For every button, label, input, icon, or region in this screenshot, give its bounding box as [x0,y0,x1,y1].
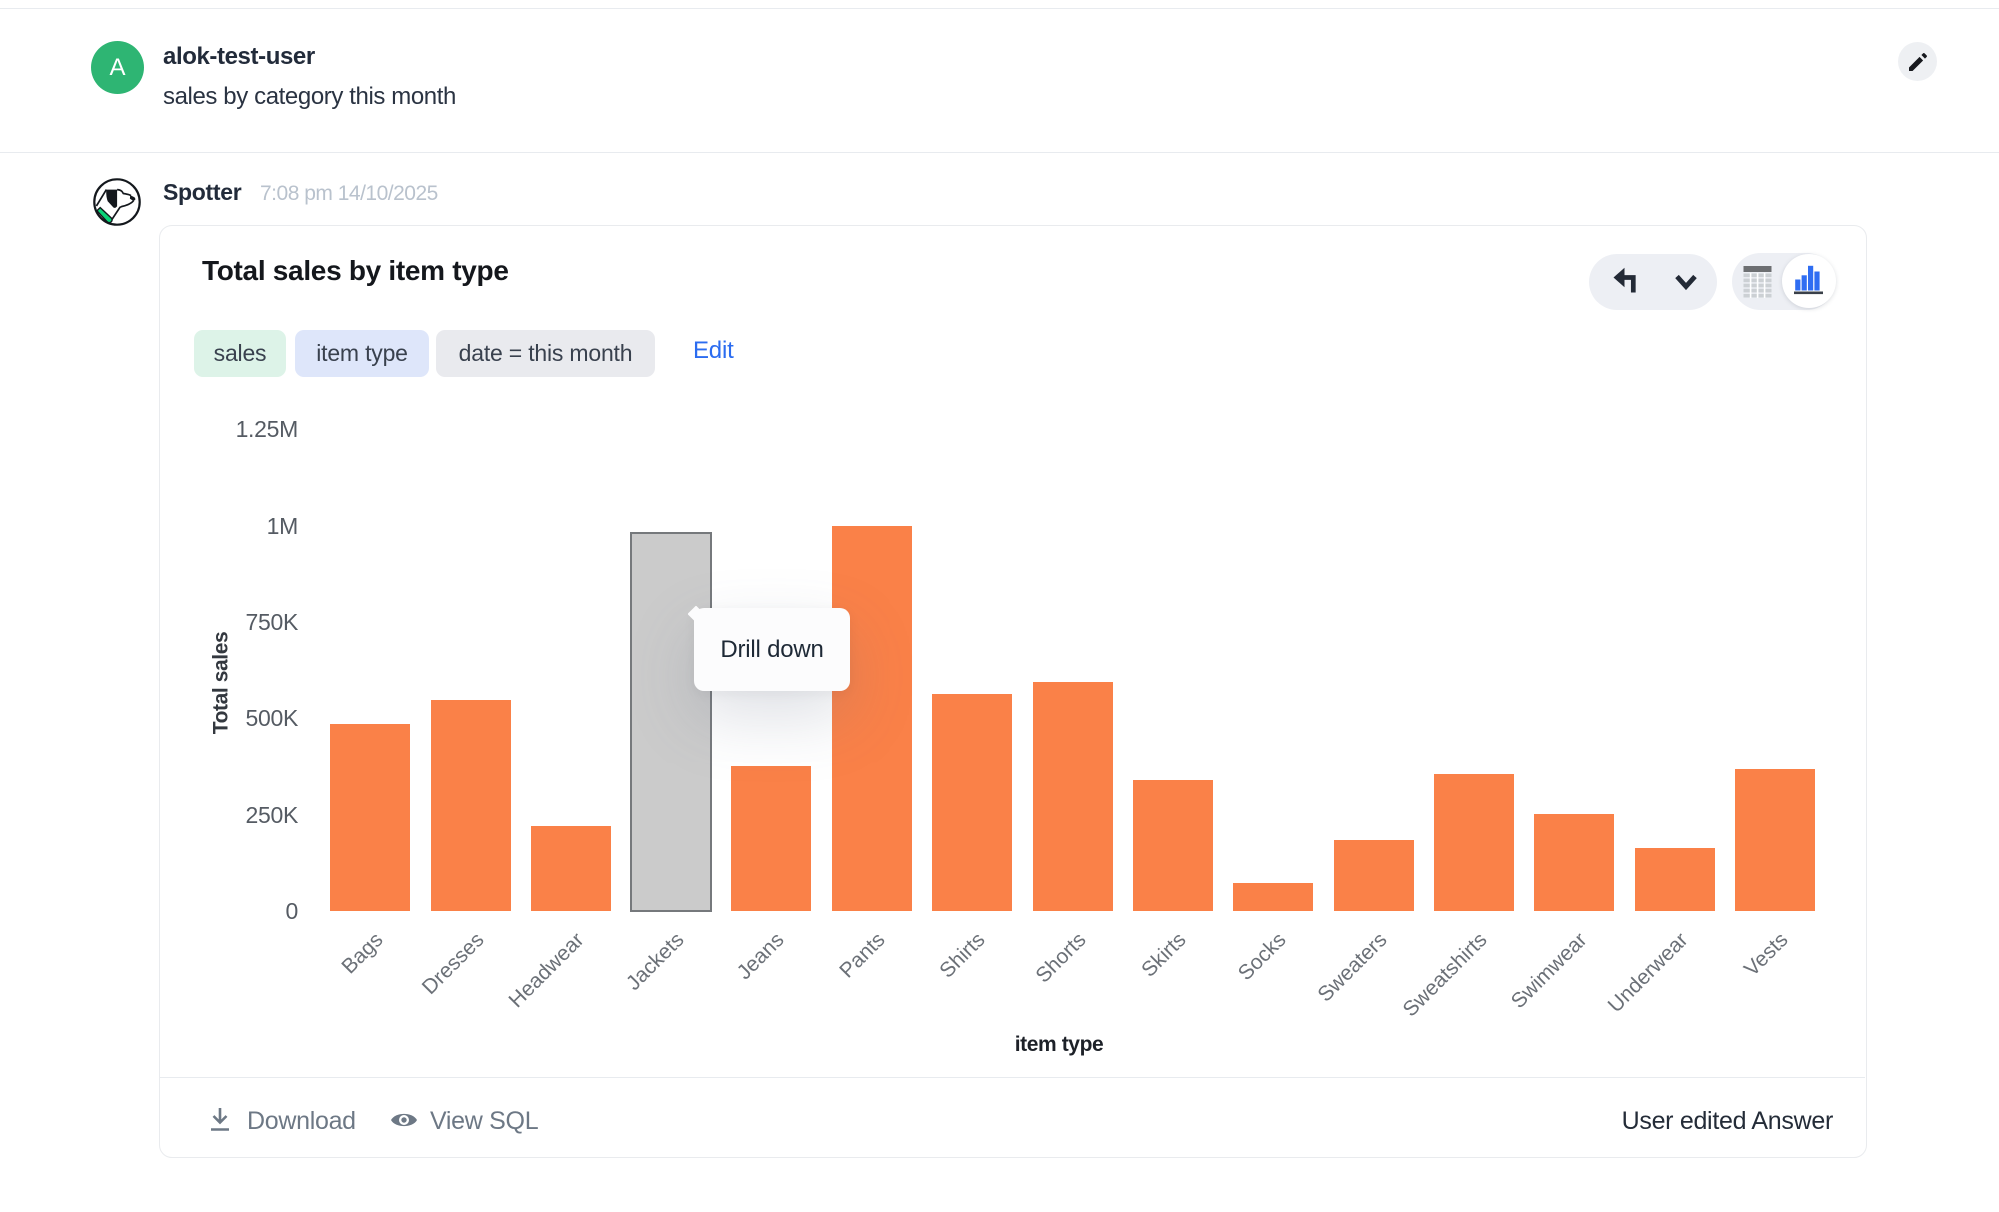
svg-text:Sweatshirts: Sweatshirts [1399,928,1492,1021]
svg-text:250K: 250K [245,802,298,828]
svg-text:Headwear: Headwear [505,928,589,1012]
svg-text:500K: 500K [245,705,298,731]
svg-text:Skirts: Skirts [1137,928,1190,981]
svg-text:Jackets: Jackets [622,928,689,995]
svg-text:750K: 750K [245,609,298,635]
svg-text:Pants: Pants [835,928,889,982]
svg-text:Total sales: Total sales [210,632,233,735]
svg-text:Socks: Socks [1234,928,1291,985]
svg-text:Vests: Vests [1740,928,1793,981]
svg-text:Shirts: Shirts [935,928,989,982]
svg-text:1.25M: 1.25M [236,416,298,442]
svg-text:Bags: Bags [337,928,387,978]
svg-text:Jeans: Jeans [733,928,789,984]
svg-text:Dresses: Dresses [418,928,489,999]
svg-text:Swimwear: Swimwear [1507,928,1592,1013]
svg-text:item type: item type [1015,1033,1104,1056]
svg-text:0: 0 [286,898,299,924]
svg-text:Shorts: Shorts [1031,928,1090,987]
svg-text:Sweaters: Sweaters [1313,928,1391,1006]
svg-text:Underwear: Underwear [1604,928,1693,1017]
svg-text:1M: 1M [267,513,298,539]
